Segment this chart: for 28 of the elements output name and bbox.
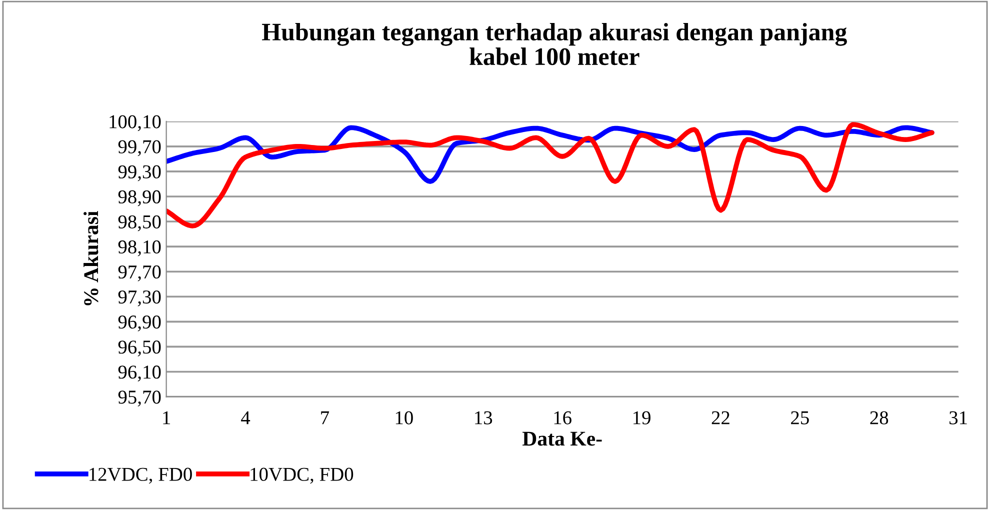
y-tick-label: 97,70 (118, 265, 161, 282)
x-tick-label: 13 (475, 411, 492, 424)
x-tick-label: 19 (634, 411, 650, 424)
y-tick-label: 95,70 (118, 390, 161, 407)
y-tick-label: 98,10 (118, 240, 161, 256)
y-tick-label: 96,10 (118, 366, 161, 382)
y-tick-label: 96,50 (118, 340, 161, 356)
x-tick-label: 22 (712, 411, 730, 424)
x-tick-label: 1 (163, 411, 170, 424)
y-axis-title: % Akurasi (84, 211, 98, 306)
x-tick-label: 10 (396, 411, 413, 424)
y-tick-label: 99,70 (118, 140, 161, 156)
x-tick-label: 16 (554, 411, 572, 424)
y-tick-label: 98,50 (118, 215, 161, 232)
y-tick-label: 96,90 (118, 315, 161, 332)
x-tick-label: 31 (950, 411, 967, 424)
legend-label: 10VDC, FD0 (250, 468, 354, 484)
y-tick-label: 100,10 (110, 115, 161, 132)
chart-title: Hubungan tegangan terhadap akurasi dengan panjang kabel 100 meter (262, 22, 847, 66)
y-tick-label: 99,30 (118, 165, 161, 182)
y-tick-label: 97,30 (118, 290, 161, 306)
x-tick-label: 7 (321, 411, 330, 424)
x-tick-label: 4 (241, 411, 250, 424)
x-axis-title: Data Ke- (522, 432, 602, 446)
x-tick-label: 28 (870, 411, 888, 424)
legend-label: 12VDC, FD0 (90, 468, 192, 484)
y-tick-label: 98,90 (118, 190, 161, 206)
x-tick-label: 25 (791, 411, 809, 424)
